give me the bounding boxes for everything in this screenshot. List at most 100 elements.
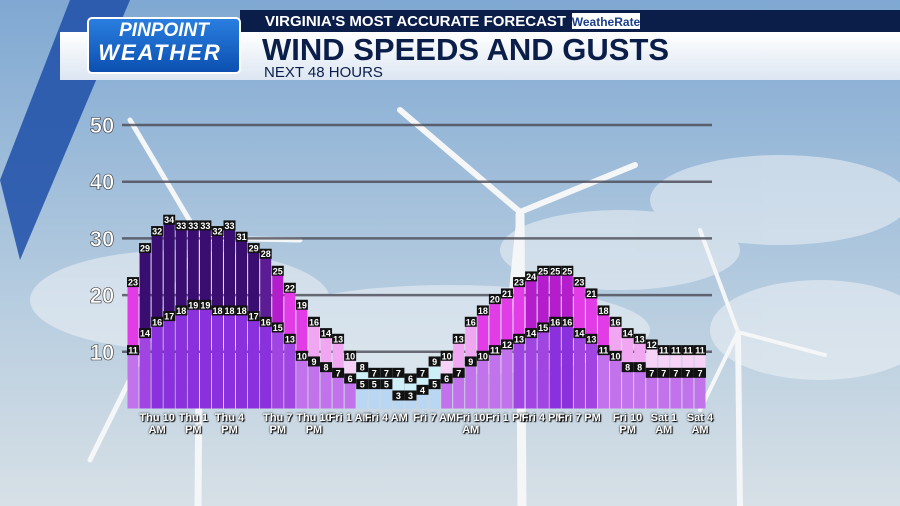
bar bbox=[622, 363, 634, 409]
bar bbox=[248, 312, 260, 409]
bar bbox=[501, 340, 513, 409]
value-label: 16 bbox=[466, 317, 476, 327]
label-box bbox=[452, 367, 465, 378]
brand-top: PINPOINT bbox=[119, 20, 210, 41]
label-box bbox=[476, 305, 489, 316]
label-box bbox=[295, 299, 308, 310]
value-label: 12 bbox=[502, 340, 512, 350]
value-label: 6 bbox=[444, 374, 449, 384]
value-label: 14 bbox=[526, 329, 536, 339]
value-label: 14 bbox=[574, 329, 584, 339]
value-label: 22 bbox=[285, 283, 295, 293]
value-label: 16 bbox=[611, 317, 621, 327]
label-box bbox=[681, 367, 694, 378]
value-label: 7 bbox=[456, 368, 461, 378]
label-box bbox=[259, 248, 272, 259]
label-box bbox=[127, 345, 139, 356]
value-label: 7 bbox=[336, 368, 341, 378]
label-box bbox=[187, 299, 200, 310]
label-box bbox=[549, 265, 562, 276]
label-box bbox=[332, 367, 345, 378]
bar bbox=[489, 346, 501, 409]
bar bbox=[441, 374, 453, 409]
x-tick-label: Thu 7 PM bbox=[263, 412, 293, 436]
label-box bbox=[295, 350, 308, 361]
value-label: 11 bbox=[671, 346, 681, 356]
value-label: 10 bbox=[611, 351, 621, 361]
value-label: 13 bbox=[635, 334, 645, 344]
value-label: 18 bbox=[176, 306, 186, 316]
label-box bbox=[537, 265, 550, 276]
label-box bbox=[621, 328, 634, 339]
label-box bbox=[428, 356, 441, 367]
bar bbox=[429, 380, 441, 409]
value-label: 13 bbox=[333, 334, 343, 344]
value-label: 16 bbox=[562, 317, 572, 327]
bar bbox=[537, 323, 549, 409]
sponsor-box bbox=[572, 13, 640, 29]
label-box bbox=[597, 305, 610, 316]
value-label: 31 bbox=[237, 232, 247, 242]
label-box bbox=[211, 305, 224, 316]
bar bbox=[573, 329, 585, 409]
label-box bbox=[404, 373, 417, 384]
value-label: 18 bbox=[237, 306, 247, 316]
label-box bbox=[235, 231, 248, 242]
bar bbox=[308, 357, 320, 409]
value-label: 15 bbox=[538, 323, 548, 333]
label-box bbox=[585, 288, 598, 299]
label-box bbox=[416, 367, 429, 378]
value-label: 7 bbox=[384, 368, 389, 378]
y-tick-label: 50 bbox=[90, 113, 114, 138]
y-tick-label: 10 bbox=[90, 340, 114, 365]
label-box bbox=[440, 350, 453, 361]
bar bbox=[525, 329, 537, 409]
label-box bbox=[633, 333, 646, 344]
bar bbox=[392, 368, 404, 409]
value-label: 14 bbox=[140, 329, 150, 339]
value-label: 5 bbox=[372, 380, 377, 390]
label-box bbox=[464, 356, 477, 367]
value-label: 13 bbox=[454, 334, 464, 344]
value-label: 21 bbox=[502, 289, 512, 299]
value-label: 19 bbox=[200, 300, 210, 310]
value-label: 32 bbox=[212, 227, 222, 237]
bar bbox=[224, 306, 236, 409]
value-label: 33 bbox=[200, 221, 210, 231]
label-box bbox=[488, 294, 501, 305]
bar bbox=[320, 363, 332, 409]
value-label: 15 bbox=[273, 323, 283, 333]
bar bbox=[211, 306, 223, 409]
label-box bbox=[283, 333, 296, 344]
value-label: 23 bbox=[574, 278, 584, 288]
value-label: 9 bbox=[432, 357, 437, 367]
label-box bbox=[199, 220, 212, 231]
value-label: 6 bbox=[348, 374, 353, 384]
label-box bbox=[500, 339, 513, 350]
bar bbox=[658, 368, 670, 409]
value-label: 8 bbox=[625, 363, 630, 373]
value-label: 9 bbox=[468, 357, 473, 367]
label-box bbox=[344, 373, 357, 384]
value-label: 9 bbox=[311, 357, 316, 367]
label-box bbox=[549, 316, 562, 327]
label-box bbox=[428, 379, 441, 390]
label-box bbox=[440, 373, 453, 384]
bar bbox=[368, 380, 380, 409]
value-label: 16 bbox=[261, 317, 271, 327]
label-box bbox=[175, 305, 188, 316]
label-box bbox=[561, 265, 574, 276]
value-label: 23 bbox=[128, 278, 138, 288]
value-label: 19 bbox=[188, 300, 198, 310]
bar bbox=[139, 244, 151, 409]
label-box bbox=[404, 390, 417, 401]
bar bbox=[236, 306, 248, 409]
label-box bbox=[247, 243, 260, 254]
label-box bbox=[163, 214, 176, 225]
label-box bbox=[247, 311, 260, 322]
label-box bbox=[597, 345, 610, 356]
bar bbox=[610, 351, 622, 409]
label-box bbox=[585, 333, 598, 344]
